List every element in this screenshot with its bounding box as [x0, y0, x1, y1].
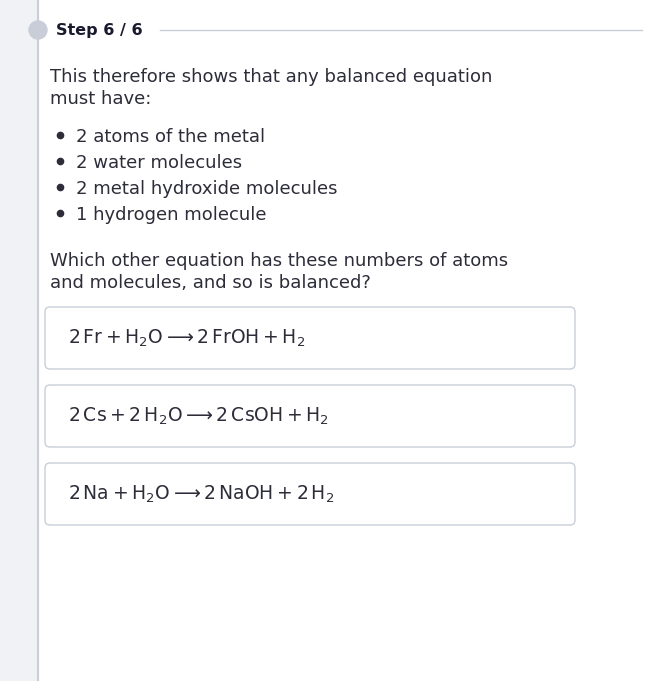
FancyBboxPatch shape — [45, 463, 575, 525]
Text: $2\,\mathrm{Cs} + 2\,\mathrm{H_2O} \longrightarrow 2\,\mathrm{CsOH} + \mathrm{H_: $2\,\mathrm{Cs} + 2\,\mathrm{H_2O} \long… — [68, 405, 329, 427]
Circle shape — [29, 21, 47, 39]
FancyBboxPatch shape — [45, 307, 575, 369]
Text: must have:: must have: — [50, 90, 151, 108]
Text: Step 6 / 6: Step 6 / 6 — [56, 22, 142, 37]
Text: and molecules, and so is balanced?: and molecules, and so is balanced? — [50, 274, 371, 292]
Text: Which other equation has these numbers of atoms: Which other equation has these numbers o… — [50, 252, 508, 270]
Text: 2 metal hydroxide molecules: 2 metal hydroxide molecules — [76, 180, 337, 198]
Text: 2 atoms of the metal: 2 atoms of the metal — [76, 128, 265, 146]
FancyBboxPatch shape — [0, 0, 38, 681]
Text: $2\,\mathrm{Na} + \mathrm{H_2O} \longrightarrow 2\,\mathrm{NaOH} + 2\,\mathrm{H_: $2\,\mathrm{Na} + \mathrm{H_2O} \longrig… — [68, 484, 334, 505]
FancyBboxPatch shape — [45, 385, 575, 447]
Text: 1 hydrogen molecule: 1 hydrogen molecule — [76, 206, 266, 224]
Text: This therefore shows that any balanced equation: This therefore shows that any balanced e… — [50, 68, 493, 86]
Text: 2 water molecules: 2 water molecules — [76, 154, 242, 172]
Text: $2\,\mathrm{Fr} + \mathrm{H_2O} \longrightarrow 2\,\mathrm{FrOH} + \mathrm{H_2}$: $2\,\mathrm{Fr} + \mathrm{H_2O} \longrig… — [68, 328, 306, 349]
